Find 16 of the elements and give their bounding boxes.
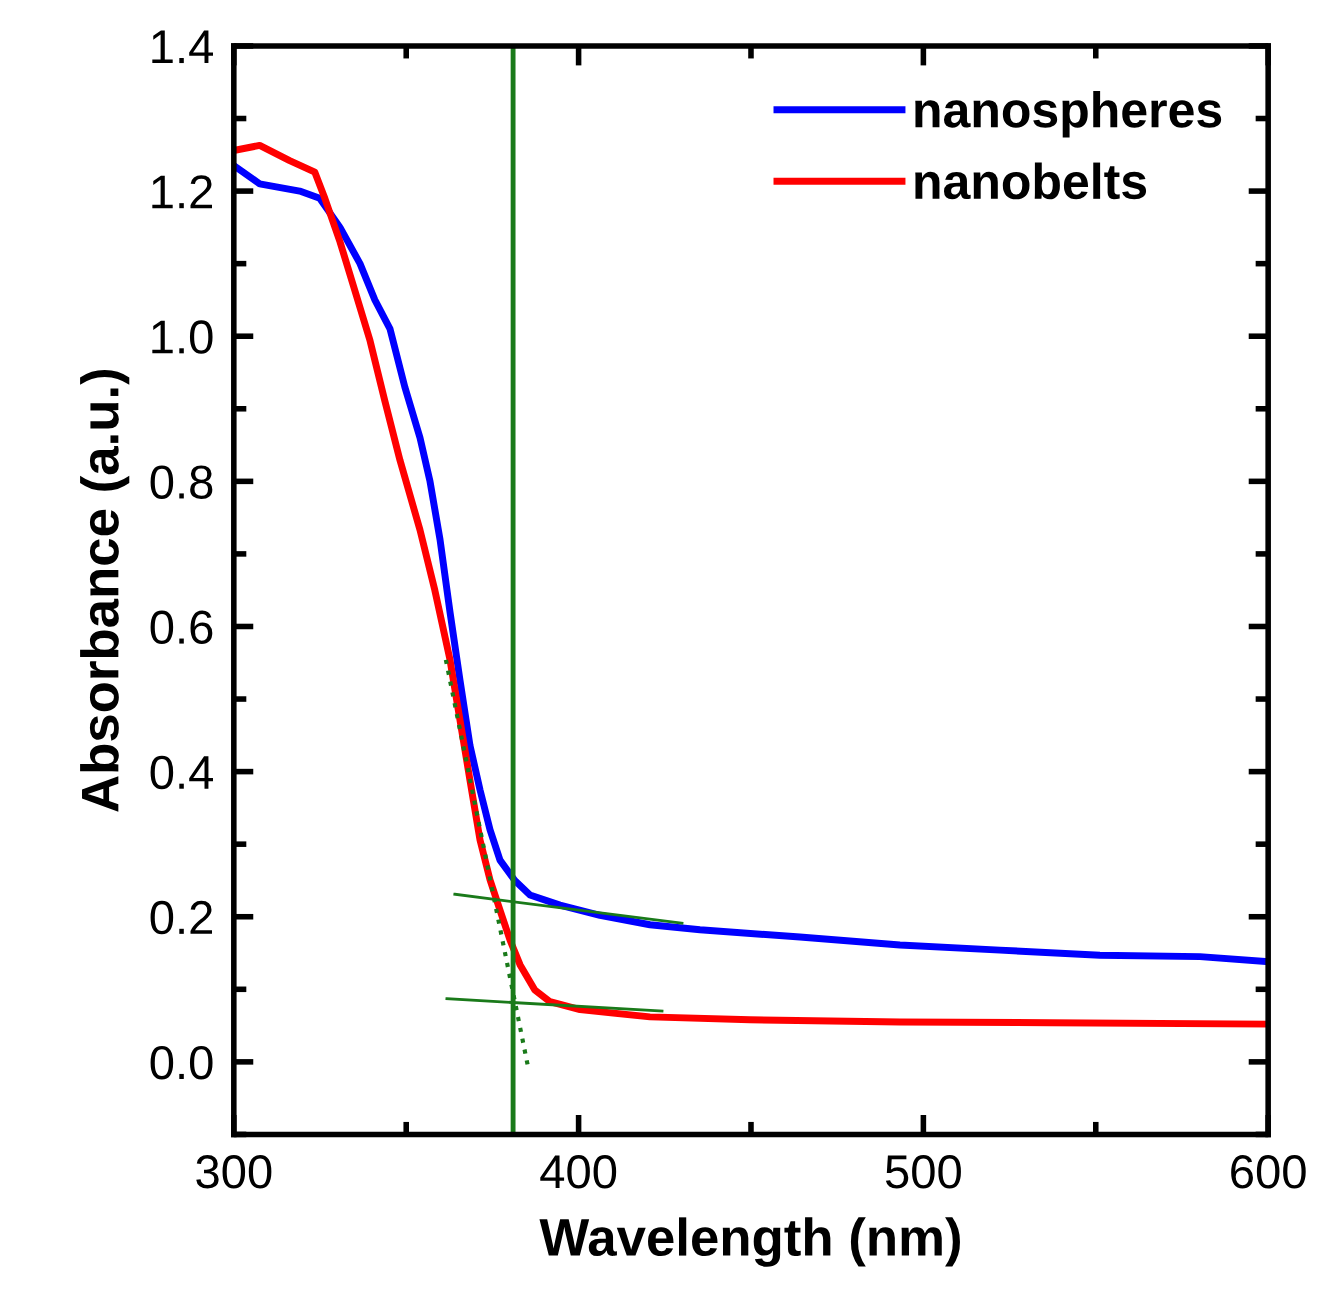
x-tick-label: 600 [1231, 1155, 1306, 1189]
x-tick-label: 300 [196, 1155, 272, 1189]
y-tick-label: 0.0 [150, 1046, 213, 1080]
y-tick-label: 1.4 [152, 30, 213, 64]
x-axis-title: Wavelength (nm) [539, 1217, 960, 1267]
y-tick-label: 0.8 [150, 465, 213, 499]
legend-label: nanobelts [915, 162, 1147, 200]
y-axis-title: Absorbance (a.u.) [80, 369, 130, 812]
y-tick-label: 1.2 [152, 175, 213, 209]
y-tick-label: 0.4 [150, 755, 213, 790]
legend-label: nanospheres [915, 90, 1222, 138]
x-tick-label: 400 [540, 1155, 617, 1189]
y-tick-label: 1.0 [152, 320, 213, 354]
y-tick-label: 0.6 [150, 610, 213, 645]
y-tick-label: 0.2 [150, 900, 213, 935]
x-tick-label: 500 [885, 1155, 961, 1189]
